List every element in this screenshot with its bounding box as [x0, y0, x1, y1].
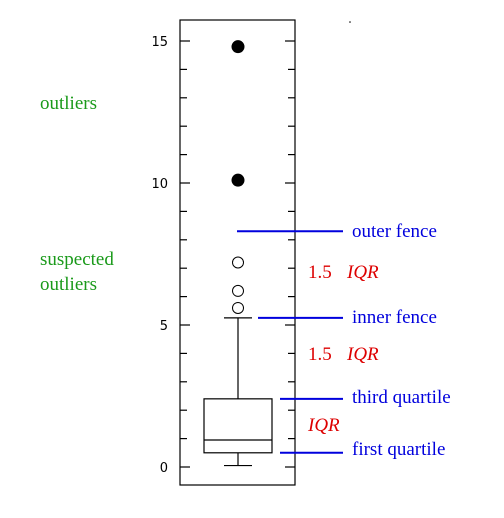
inner-iqr-multiplier: 1.5 [308, 344, 332, 365]
y-tick-label-5: 5 [160, 319, 168, 334]
outlier-point-1 [231, 40, 245, 54]
outer-fence-label: outer fence [352, 221, 437, 242]
outliers-label: outliers [40, 93, 97, 114]
suspected-outliers-label-line2: outliers [40, 274, 97, 295]
suspected-outlier-points [232, 256, 244, 314]
iqr-box [203, 398, 273, 454]
y-tick-label-0: 0 [160, 461, 168, 476]
suspected-outlier-point-2 [232, 256, 244, 269]
suspected-outliers-label-line1: suspected [40, 249, 114, 270]
y-tick-label-10: 10 [151, 177, 168, 192]
inner-fence-label: inner fence [352, 307, 437, 328]
box-iqr-text: IQR [307, 415, 340, 436]
plot-frame [179, 19, 296, 486]
outlier-point-0 [231, 173, 245, 187]
suspected-outlier-point-0 [232, 301, 244, 314]
third-quartile-label: third quartile [352, 387, 451, 408]
suspected-outlier-point-1 [232, 284, 244, 297]
outer-iqr-text: IQR [346, 262, 379, 283]
first-quartile-label: first quartile [352, 439, 445, 460]
y-tick-label-15: 15 [151, 35, 168, 50]
outlier-points [231, 40, 245, 187]
stray-dot [349, 21, 351, 23]
outer-iqr-multiplier: 1.5 [308, 262, 332, 283]
inner-iqr-text: IQR [346, 344, 379, 365]
tick-marks [180, 40, 295, 468]
